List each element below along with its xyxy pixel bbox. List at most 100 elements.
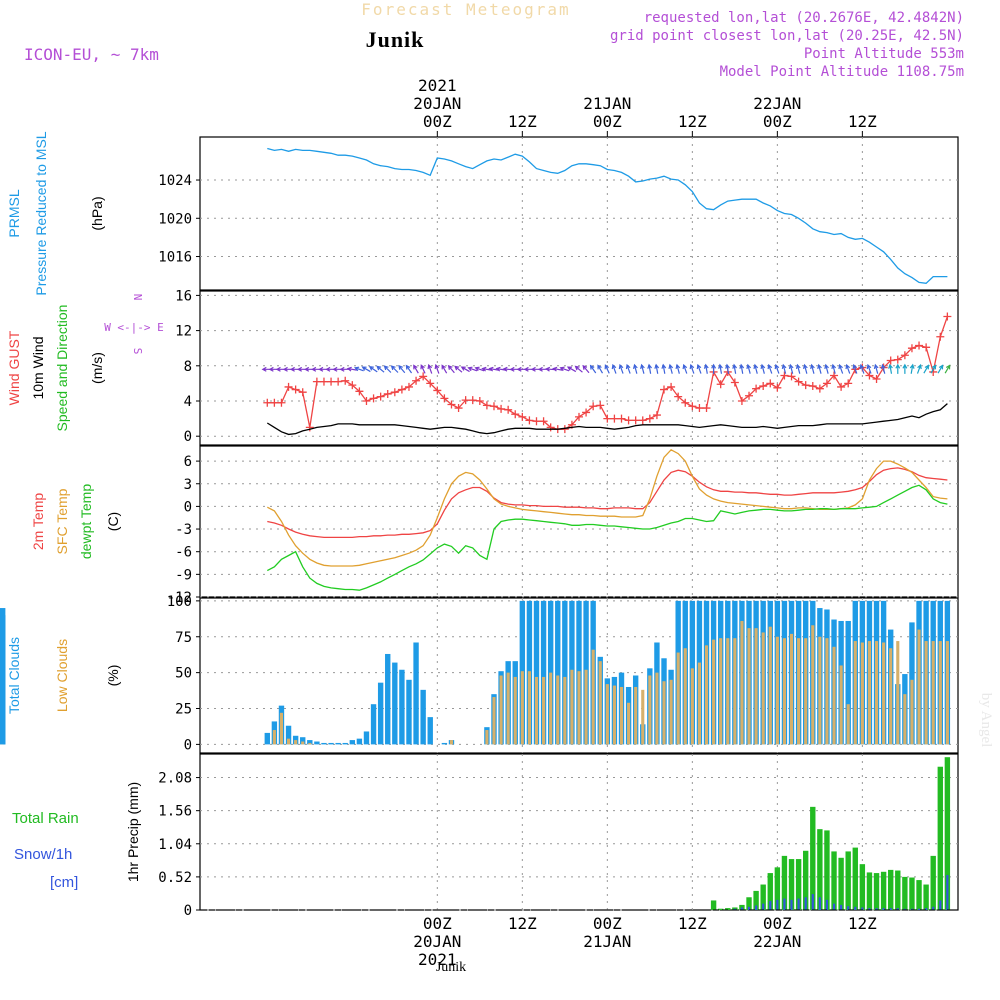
low-cloud-bar [839, 665, 843, 745]
low-cloud-bar [889, 648, 893, 745]
top-time-label: 00Z [763, 112, 792, 131]
wind-direction-arrow [873, 363, 879, 374]
gust-marker [645, 414, 654, 423]
wind-direction-arrow [454, 365, 463, 373]
wind-direction-arrow [427, 363, 433, 374]
y-tick-label: 0.52 [158, 870, 192, 886]
wind-direction-arrow [802, 363, 808, 374]
low-cloud-bar [286, 738, 291, 745]
total-cloud-bar [349, 740, 356, 745]
low-cloud-bar [676, 652, 680, 745]
y-tick-label: 3 [184, 477, 192, 493]
snow-bar [917, 908, 921, 910]
y-tick-label: 4 [184, 394, 192, 410]
gust-marker [631, 416, 640, 425]
low-cloud-bar [775, 636, 779, 745]
wind-direction-arrow [434, 363, 440, 374]
low-cloud-bar [272, 730, 276, 745]
grid-point-coords: grid point closest lon,lat (20.25E, 42.5… [610, 28, 964, 44]
gust-marker [773, 383, 782, 392]
low-cloud-bar [655, 672, 659, 745]
total-cloud-bar [555, 600, 561, 745]
snow-bar [740, 907, 743, 910]
gust-marker [419, 372, 428, 381]
y-tick-label: 1024 [158, 173, 192, 189]
wind-direction-arrow [574, 365, 583, 373]
snow-bar [840, 904, 843, 910]
gust-marker [907, 344, 916, 353]
wind-direction-arrow [753, 363, 759, 374]
total-cloud-bar [264, 732, 270, 745]
total-cloud-bar [285, 725, 292, 745]
10m-wind-line [266, 403, 948, 436]
low-cloud-bar [789, 633, 794, 745]
low-cloud-bar [542, 676, 546, 745]
wind-direction-arrow [760, 363, 766, 374]
gust-marker [461, 396, 470, 405]
wind-direction-arrow [831, 363, 837, 374]
rain-bar [810, 806, 816, 910]
rain-bar [909, 877, 915, 910]
rain-bar [944, 757, 951, 910]
gust-marker [737, 397, 746, 405]
gust-marker [582, 408, 591, 417]
wind-frame [199, 290, 959, 446]
low-cloud-bar [719, 638, 723, 745]
wind-direction-arrow [795, 363, 801, 374]
wind-direction-arrow [732, 363, 738, 374]
top-time-label: 22JAN [753, 94, 801, 113]
wind-direction-arrow [689, 363, 695, 374]
low-cloud-bar [768, 626, 772, 745]
top-time-label: 20JAN [413, 94, 461, 113]
gust-marker [603, 414, 612, 423]
gust-marker [489, 402, 498, 411]
requested-coords: requested lon,lat (20.2676E, 42.4842N) [644, 10, 964, 26]
pressure-line [267, 147, 948, 284]
gust-marker [263, 398, 272, 407]
rain-bar [852, 847, 858, 910]
panel-units: (m/s) [89, 352, 105, 384]
2m-temp-line [267, 467, 948, 539]
snow-bar [762, 903, 765, 910]
gust-marker [539, 417, 548, 426]
wind-direction-arrow [923, 364, 929, 374]
snow-unit-label: [cm] [50, 874, 78, 891]
y-tick-label: -9 [175, 567, 192, 583]
low-cloud-bar [797, 638, 801, 745]
precip-panel: 0 0.52 1.04 1.56 2.08 Total Rain Snow/1h [cm] 1h… [12, 753, 959, 919]
wind-panel: 0 4 8 12 16 Wind GUST 10m Wind Speed and Direct… [6, 288, 959, 446]
rain-bar [802, 850, 809, 910]
wind-direction-arrow [398, 364, 406, 374]
rain-bar [767, 873, 773, 910]
gust-marker [865, 371, 874, 380]
snow-bar [910, 908, 914, 910]
snow-bar [903, 908, 906, 910]
gust-marker [312, 377, 321, 386]
panel-label: Low Clouds [54, 639, 70, 712]
wind-direction-arrow [390, 365, 399, 373]
bottom-time-label: 2021 [418, 950, 457, 969]
snow-bar [932, 906, 935, 910]
snow-bar [825, 899, 829, 910]
wind-direction-arrow [361, 366, 371, 373]
low-cloud-bar [818, 636, 822, 745]
snow-bar [783, 898, 786, 910]
total-cloud-bar [335, 742, 341, 745]
total-cloud-bar [370, 704, 377, 745]
gust-marker [681, 398, 690, 407]
low-cloud-bar [903, 694, 907, 745]
y-tick-label: 100 [167, 594, 192, 610]
rain-bar [895, 870, 901, 910]
gust-marker [915, 341, 924, 350]
total-cloud-bar [300, 737, 306, 745]
gust-marker [815, 384, 824, 393]
low-cloud-bar [513, 676, 517, 745]
gust-marker [532, 417, 541, 426]
gust-marker [617, 414, 626, 423]
low-cloud-bar [683, 648, 687, 745]
snow-bar [769, 901, 772, 910]
gust-marker [893, 355, 902, 364]
bottom-time-label: 12Z [508, 914, 537, 933]
gust-marker [397, 385, 406, 394]
